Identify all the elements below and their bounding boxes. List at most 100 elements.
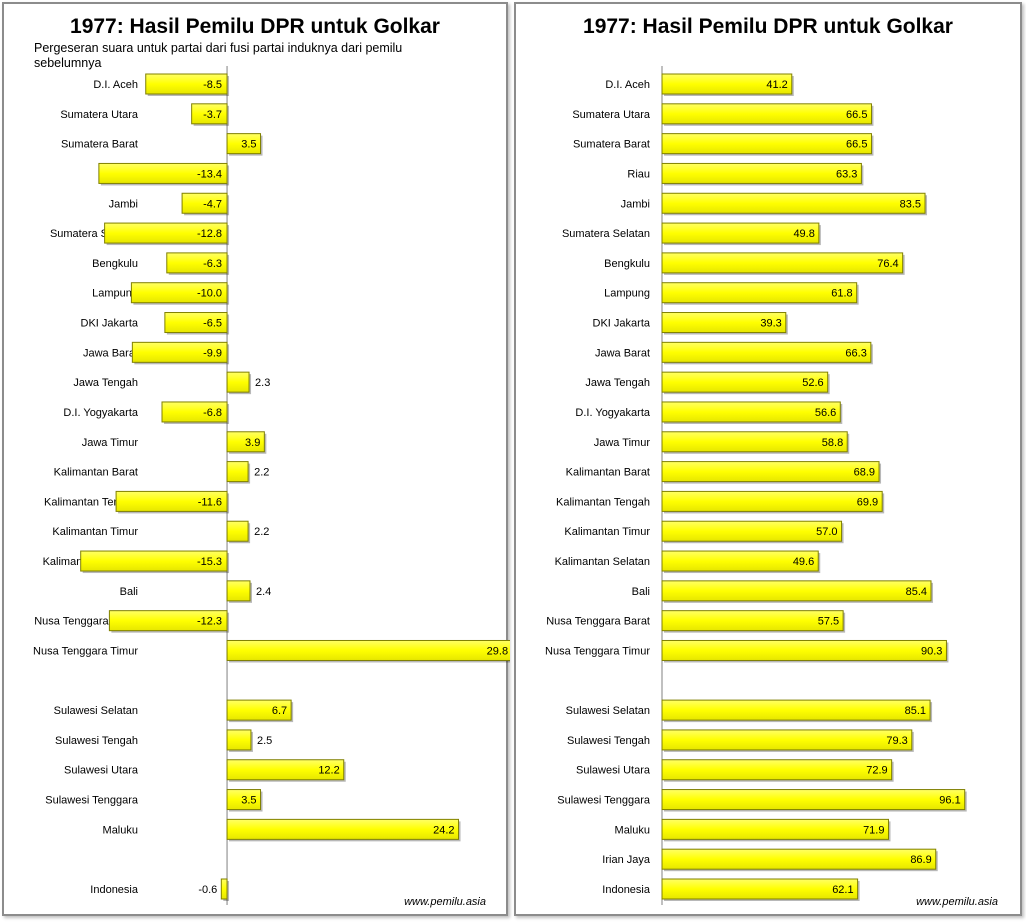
value-label-sumatera-barat: 66.5 [846, 139, 867, 151]
value-label-sumatera-selatan: 49.8 [793, 228, 814, 240]
category-label-sumatera-utara: Sumatera Utara [572, 109, 651, 121]
value-label-sulawesi-tenggara: 96.1 [939, 795, 960, 807]
value-label-kalimantan-timur: 2.2 [254, 526, 269, 538]
bar-bengkulu [661, 252, 904, 274]
bar-riau [661, 162, 862, 184]
chart-panel-right: 1977: Hasil Pemilu DPR untuk Golkar D.I.… [514, 2, 1022, 916]
value-label-kalimantan-tengah: -11.6 [198, 496, 222, 508]
bar-kalimantan-selatan [661, 550, 819, 572]
bar-irian-jaya [661, 848, 937, 870]
value-label-riau: 63.3 [836, 168, 857, 180]
category-label-jambi: Jambi [621, 198, 650, 210]
bar-nusa-tenggara-barat [108, 610, 228, 632]
value-label-jawa-timur: 58.8 [822, 437, 843, 449]
bar-sulawesi-tengah [226, 729, 252, 751]
value-label-sumatera-utara: 66.5 [846, 109, 867, 121]
category-label-dki-jakarta: DKI Jakarta [593, 318, 651, 330]
category-label-lampung: Lampung [604, 288, 650, 300]
value-label-jawa-tengah: 2.3 [255, 377, 270, 389]
category-label-kalimantan-timur: Kalimantan Timur [52, 526, 138, 538]
bar-bali [661, 580, 932, 602]
bar-lampung [661, 282, 858, 304]
bar-sulawesi-tenggara [661, 789, 966, 811]
category-label-jawa-timur: Jawa Timur [594, 437, 651, 449]
chart-title: 1977: Hasil Pemilu DPR untuk Golkar [583, 15, 953, 38]
bar-sulawesi-tengah [661, 729, 913, 751]
category-label-sulawesi-utara: Sulawesi Utara [576, 765, 651, 777]
bar-nusa-tenggara-timur [661, 639, 947, 661]
bar-sumatera-utara [661, 103, 872, 125]
category-label-bali: Bali [632, 586, 650, 598]
bar-jambi [661, 192, 926, 214]
category-label-dki-jakarta: DKI Jakarta [81, 318, 139, 330]
bar-kalimantan-tengah [661, 490, 883, 512]
category-label-kalimantan-selatan: Kalimantan Selatan [555, 556, 650, 568]
bar-dki-jakarta [164, 312, 228, 334]
bar-chart-golkar-result: D.I. Aceh 41.2 Sumatera Utara 66.5 Sumatera … [545, 66, 967, 905]
category-label-nusa-tenggara-barat: Nusa Tenggara Barat [546, 616, 650, 628]
category-label-irian-jaya: Irian Jaya [602, 854, 651, 866]
chart-title: 1977: Hasil Pemilu DPR untuk Golkar [70, 15, 440, 38]
category-label-kalimantan-timur: Kalimantan Timur [564, 526, 650, 538]
category-label-sumatera-barat: Sumatera Barat [61, 139, 138, 151]
bar-dki-jakarta [661, 312, 787, 334]
value-label-kalimantan-selatan: -15.3 [197, 556, 222, 568]
bar-jawa-tengah [661, 371, 829, 393]
category-label-sulawesi-tenggara: Sulawesi Tenggara [557, 795, 651, 807]
bar-indonesia [661, 878, 859, 900]
category-label-indonesia: Indonesia [90, 884, 139, 896]
value-label-jawa-barat: 66.3 [845, 347, 866, 359]
bar-jambi [181, 192, 228, 214]
bar-jawa-timur [661, 431, 848, 453]
bar-sulawesi-selatan [661, 699, 931, 721]
bar-sulawesi-utara [226, 759, 345, 781]
value-label-bali: 2.4 [256, 586, 271, 598]
value-label-kalimantan-barat: 2.2 [254, 467, 269, 479]
bar-sumatera-utara [191, 103, 228, 125]
category-label-nusa-tenggara-timur: Nusa Tenggara Timur [545, 645, 650, 657]
bar-kalimantan-timur [226, 520, 249, 542]
value-label-nusa-tenggara-barat: 57.5 [818, 616, 839, 628]
value-label-sulawesi-utara: 12.2 [318, 765, 339, 777]
category-label-sulawesi-utara: Sulawesi Utara [64, 765, 139, 777]
value-label-kalimantan-timur: 57.0 [816, 526, 837, 538]
bar-jawa-timur [226, 431, 265, 453]
value-label-sumatera-barat: 3.5 [241, 139, 256, 151]
category-label-jawa-timur: Jawa Timur [82, 437, 139, 449]
value-label-sumatera-utara: -3.7 [203, 109, 222, 121]
bar-kalimantan-selatan [80, 550, 228, 572]
value-label-kalimantan-barat: 68.9 [854, 467, 875, 479]
category-label-bali: Bali [120, 586, 138, 598]
value-label-indonesia: 62.1 [832, 884, 853, 896]
value-label-lampung: 61.8 [831, 288, 852, 300]
bar-kalimantan-timur [661, 520, 843, 542]
value-label-d-i-yogyakarta: 56.6 [815, 407, 836, 419]
value-label-dki-jakarta: 39.3 [760, 318, 781, 330]
bar-maluku [661, 818, 889, 840]
bar-bengkulu [166, 252, 228, 274]
category-label-nusa-tenggara-timur: Nusa Tenggara Timur [33, 645, 138, 657]
value-label-jambi: 83.5 [900, 198, 921, 210]
category-label-jambi: Jambi [109, 198, 138, 210]
category-label-d-i-aceh: D.I. Aceh [605, 79, 650, 91]
bar-indonesia [220, 878, 228, 900]
category-label-kalimantan-barat: Kalimantan Barat [54, 467, 138, 479]
bar-riau [98, 162, 228, 184]
value-label-maluku: 24.2 [433, 824, 454, 836]
watermark: www.pemilu.asia [916, 896, 998, 908]
bar-lampung [130, 282, 228, 304]
bar-d-i-aceh [145, 73, 228, 95]
category-label-d-i-yogyakarta: D.I. Yogyakarta [63, 407, 138, 419]
value-label-irian-jaya: 86.9 [910, 854, 931, 866]
value-label-d-i-aceh: -8.5 [203, 79, 222, 91]
bar-bali [226, 580, 251, 602]
bar-sumatera-selatan [661, 222, 820, 244]
bar-sulawesi-utara [661, 759, 893, 781]
value-label-jawa-tengah: 52.6 [802, 377, 823, 389]
bar-d-i-aceh [661, 73, 793, 95]
watermark: www.pemilu.asia [404, 896, 486, 908]
category-label-kalimantan-barat: Kalimantan Barat [566, 467, 650, 479]
bar-sulawesi-tenggara [226, 789, 262, 811]
bar-chart-vote-shift: D.I. Aceh -8.5 Sumatera Utara -3.7 Sumatera … [33, 66, 510, 905]
value-label-kalimantan-tengah: 69.9 [857, 496, 878, 508]
